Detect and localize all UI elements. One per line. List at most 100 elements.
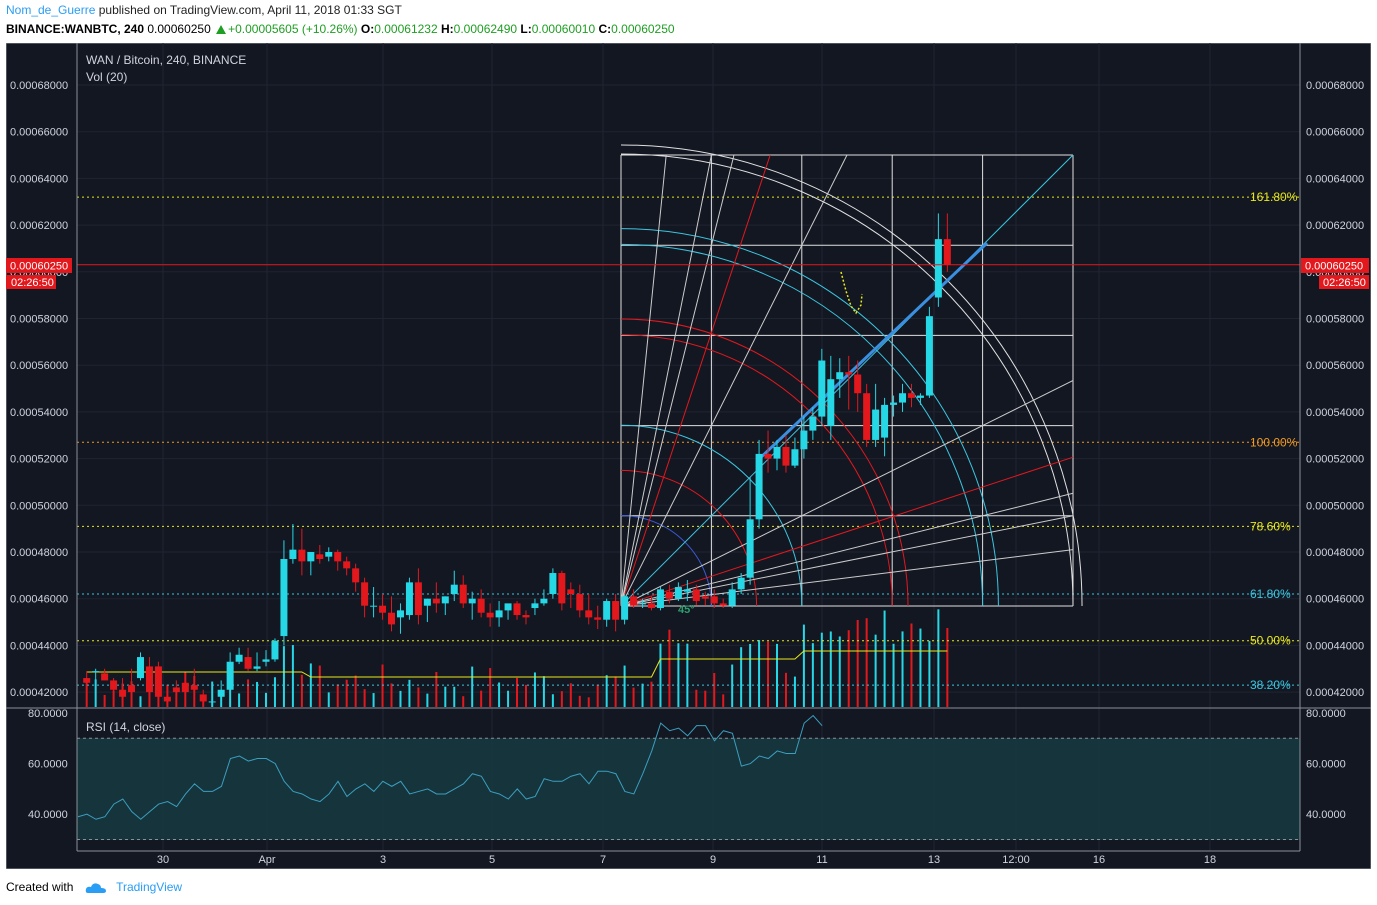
volume-bar bbox=[695, 689, 698, 707]
candle-body bbox=[190, 685, 198, 690]
volume-bar bbox=[686, 643, 689, 707]
candle-body bbox=[119, 689, 127, 697]
x-tick-label: 11 bbox=[816, 854, 827, 866]
gann-angle-label: 45° bbox=[678, 604, 695, 616]
candle-body bbox=[719, 603, 727, 606]
high-value: 0.00062490 bbox=[453, 22, 518, 36]
volume-bar bbox=[408, 679, 411, 707]
candle-body bbox=[665, 591, 673, 599]
x-tick-label: 7 bbox=[600, 854, 606, 866]
candle-body bbox=[110, 680, 118, 690]
candle-body bbox=[701, 596, 709, 599]
y-tick-label-right: 0.00068000 bbox=[1306, 80, 1364, 92]
y-tick-label-left: 0.00068000 bbox=[10, 80, 68, 92]
volume-bar bbox=[345, 679, 348, 707]
close-value: 0.00060250 bbox=[611, 22, 675, 36]
fib-level-label: 50.00% bbox=[1250, 634, 1291, 648]
volume-bar bbox=[238, 693, 241, 707]
candle-body bbox=[576, 594, 584, 611]
candle-body bbox=[396, 610, 404, 618]
close-label: C: bbox=[598, 22, 612, 36]
volume-bar bbox=[507, 690, 510, 707]
volume-bar bbox=[910, 623, 913, 707]
gann-fan-line bbox=[620, 456, 1074, 607]
volume-bar bbox=[130, 681, 133, 707]
candle-body bbox=[836, 372, 844, 380]
volume-bar bbox=[94, 679, 97, 707]
volume-bar bbox=[623, 665, 626, 707]
y-tick-label-left: 0.00052000 bbox=[10, 454, 68, 466]
candle-body bbox=[343, 561, 351, 569]
volume-bar bbox=[103, 694, 106, 707]
y-tick-label-right: 0.00046000 bbox=[1306, 594, 1364, 606]
y-tick-label-left: 0.00058000 bbox=[10, 314, 68, 326]
volume-bar bbox=[856, 619, 859, 707]
candle-body bbox=[531, 603, 539, 609]
candle-body bbox=[289, 549, 297, 560]
open-label: O: bbox=[360, 22, 375, 36]
rsi-tick-label-right: 60.0000 bbox=[1306, 759, 1346, 771]
candle-body bbox=[262, 659, 270, 662]
candle-body bbox=[154, 666, 162, 697]
candle-body bbox=[872, 409, 880, 440]
candle-body bbox=[217, 689, 225, 697]
candle-body bbox=[890, 402, 898, 405]
candle-body bbox=[414, 582, 422, 616]
rsi-series-line bbox=[77, 714, 823, 820]
volume-bar bbox=[614, 676, 617, 707]
candle-body bbox=[567, 589, 575, 595]
volume-bar bbox=[605, 675, 608, 707]
candle-body bbox=[477, 598, 485, 613]
published-text: published on TradingView.com, April 11, … bbox=[98, 3, 402, 17]
volume-bar bbox=[309, 663, 312, 707]
volume-bar bbox=[767, 641, 770, 707]
volume-bar bbox=[247, 679, 250, 707]
candle-body bbox=[737, 577, 745, 590]
candle-body bbox=[728, 589, 736, 606]
volume-bar bbox=[300, 674, 303, 707]
last-price: 0.00060250 bbox=[147, 22, 211, 36]
volume-bar bbox=[713, 672, 716, 707]
y-tick-label-right: 0.00058000 bbox=[1306, 314, 1364, 326]
candle-body bbox=[468, 598, 476, 604]
candle-body bbox=[773, 446, 781, 459]
volume-bar bbox=[758, 640, 761, 707]
price-label-right: 0.00060250 02:26:50 bbox=[1301, 258, 1369, 289]
volume-bar bbox=[632, 687, 635, 707]
volume-bar bbox=[516, 677, 519, 707]
volume-bar bbox=[256, 681, 259, 707]
high-label: H: bbox=[441, 22, 454, 36]
candle-body bbox=[656, 589, 664, 609]
candle-body bbox=[746, 519, 754, 578]
volume-bar bbox=[650, 681, 653, 707]
gann-fan-line bbox=[620, 154, 848, 607]
candle-body bbox=[925, 316, 933, 396]
y-tick-label-right: 0.00062000 bbox=[1306, 220, 1364, 232]
y-tick-label-right: 0.00066000 bbox=[1306, 127, 1364, 139]
low-label: L: bbox=[520, 22, 532, 36]
candle-body bbox=[405, 582, 413, 616]
candle-body bbox=[513, 603, 521, 616]
volume-bar bbox=[731, 664, 734, 707]
y-tick-label-right: 0.00052000 bbox=[1306, 454, 1364, 466]
x-tick-label: 12:00 bbox=[1002, 854, 1030, 866]
volume-bar bbox=[793, 676, 796, 707]
low-value: 0.00060010 bbox=[531, 22, 596, 36]
volume-bar bbox=[336, 684, 339, 707]
volume-bar bbox=[802, 624, 805, 707]
volume-bar bbox=[480, 690, 483, 707]
username-link[interactable]: Nom_de_Guerre bbox=[6, 3, 96, 17]
chart-canvas[interactable]: 161.80% 100.00% 78.60% 61.80% 50.00% 38.20% 0… bbox=[6, 43, 1371, 869]
candle-body bbox=[710, 596, 718, 604]
price-label-right-text: 0.00060250 bbox=[1305, 261, 1363, 273]
gann-fan-line bbox=[620, 154, 1074, 607]
tradingview-link[interactable]: TradingView bbox=[116, 880, 183, 894]
candle-body bbox=[92, 671, 100, 673]
y-tick-label-left: 0.00050000 bbox=[10, 500, 68, 512]
volume-bar bbox=[847, 630, 850, 707]
volume-bar bbox=[874, 634, 877, 707]
fib-level-label: 61.80% bbox=[1250, 587, 1291, 601]
volume-bar bbox=[596, 684, 599, 707]
volume-bar bbox=[820, 632, 823, 707]
candle-body bbox=[603, 601, 611, 620]
